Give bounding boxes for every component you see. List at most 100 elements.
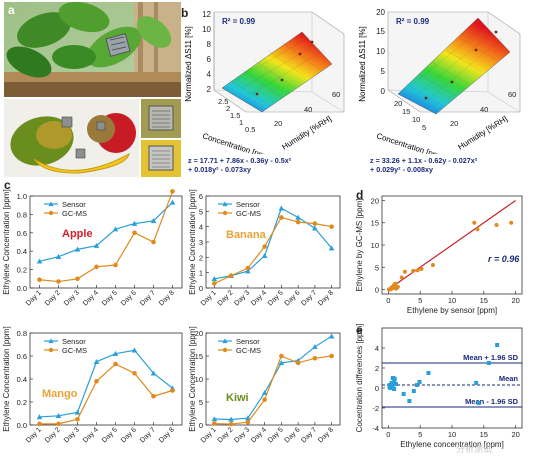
data-point [475, 227, 480, 232]
y-tick-label: 20 [371, 196, 379, 205]
series-line-gc-ms [39, 363, 173, 425]
gcms-marker [228, 421, 234, 427]
x-tick-label: Day 1 [25, 426, 43, 444]
x-axis-label: Concentration [ppm] [201, 131, 272, 154]
sensor-marker [150, 370, 157, 376]
sensor-marker [295, 214, 301, 220]
series-line-gc-ms [214, 216, 332, 284]
x-tick-label: Day 5 [101, 289, 119, 307]
gcms-marker [245, 265, 251, 271]
sensor-marker [261, 390, 268, 396]
x-tick-label: 10 [448, 296, 456, 305]
equation-line: + 0.029y² - 0.008xy [370, 165, 433, 174]
y-tick-label: 6 [199, 192, 203, 201]
gcms-marker [56, 279, 61, 284]
x-tick-label: Day 2 [217, 289, 235, 307]
z-tick: 15 [376, 27, 385, 36]
y-tick-label: 0.4 [17, 247, 27, 256]
x-tick-label: 20 [511, 430, 519, 439]
chart-title: Banana [226, 229, 267, 241]
x-tick-label: Day 3 [63, 426, 81, 444]
x-tick-label: Day 7 [139, 426, 157, 444]
y-tick-label: 5 [375, 263, 379, 272]
data-point [401, 392, 406, 396]
gcms-marker [170, 189, 175, 194]
x-tick: 0.5 [245, 125, 255, 134]
scatter-chart-correlation: 0 5 10 15 20 0 5 10 15 20 Ethylene by sensor [ppm]… [355, 195, 523, 315]
gcms-marker [37, 421, 42, 427]
x-tick-label: Day 2 [44, 426, 62, 444]
gcms-marker [295, 360, 301, 366]
sensor-marker [74, 246, 81, 252]
x-tick: 1 [239, 118, 243, 127]
z-tick: 5 [381, 67, 386, 76]
sensor-marker [222, 338, 228, 344]
x-tick-label: Day 8 [158, 289, 176, 307]
x-axis-label: Ethylene concentration [ppm] [400, 440, 504, 449]
gcms-marker [245, 419, 251, 425]
sensor-marker [48, 338, 54, 344]
gcms-marker [329, 353, 334, 359]
x-tick-label: Day 8 [158, 426, 176, 444]
sensor-marker [245, 268, 251, 274]
x-tick-label: Day 1 [25, 289, 43, 307]
gcms-marker [295, 219, 301, 225]
y-tick-label: 0.8 [17, 210, 27, 219]
gcms-marker [113, 262, 118, 268]
x-tick-label: Day 5 [101, 426, 119, 444]
legend-label: GC-MS [62, 209, 87, 218]
gcms-marker [151, 393, 156, 399]
x-tick-label: Day 3 [233, 426, 251, 444]
y-tick-label: 2 [375, 364, 379, 373]
x-tick: 2 [226, 104, 230, 113]
x-tick-label: 15 [480, 430, 488, 439]
data-point [426, 371, 431, 375]
line-chart-mango: 0.0 0.2 0.4 0.6 0.8 Day 1 Day 2 Day 3 Day 4 Day 5… [2, 326, 183, 444]
y-tick-label: 1 [199, 269, 203, 278]
x-tick: 15 [402, 107, 410, 116]
watermark: 分析测试 [456, 445, 493, 455]
x-axis-label: Ethylene by sensor [ppm] [407, 306, 497, 315]
y-tick-label: 0 [375, 384, 379, 393]
legend-marker [222, 210, 228, 216]
z-tick: 6 [207, 55, 212, 64]
y-tick-label: 3 [199, 238, 203, 247]
y-tick-label: -2 [372, 404, 379, 413]
sensor-marker [211, 416, 218, 422]
sensor-marker [55, 413, 62, 419]
fit-equation-left: z = 17.71 + 7.86x - 0.36y - 0.5x² + 0.01… [188, 156, 291, 174]
sensor-marker [93, 358, 100, 364]
x-tick-label: Day 4 [82, 426, 100, 444]
z-tick: 20 [376, 8, 385, 17]
x-tick-label: 5 [418, 430, 422, 439]
panel-letter-c: c [4, 178, 11, 192]
x-tick-label: Day 7 [139, 289, 157, 307]
data-point [415, 383, 419, 387]
gcms-marker [170, 388, 175, 393]
z-tick: 10 [376, 47, 385, 56]
x-tick-label: Day 8 [317, 426, 335, 444]
data-point [407, 399, 412, 403]
series-line-gc-ms [39, 191, 174, 283]
sensor-marker [131, 347, 138, 353]
y-tick-label: 5 [199, 207, 203, 216]
y-tick-label: 0.2 [17, 398, 27, 407]
gcms-marker [312, 356, 318, 361]
data-point [430, 263, 435, 268]
gcms-marker [262, 397, 267, 402]
y-axis-label: Ethylene Concentration [ppm] [188, 326, 197, 431]
plot-frame [29, 195, 183, 289]
x-tick-label: 5 [418, 296, 422, 305]
y-tick-label: 0.6 [17, 229, 27, 238]
x-tick-label: Day 3 [63, 289, 81, 307]
sensor-marker [74, 409, 81, 415]
legend-label: Sensor [62, 337, 86, 346]
gcms-marker [279, 215, 284, 220]
series-line-sensor [39, 349, 173, 418]
gcms-marker [132, 230, 137, 236]
y-axis-label: Ethylene Concentration [ppm] [188, 189, 197, 294]
y-tick-label: 20 [195, 329, 203, 338]
z-axis-label: Normalized ΔS11 [%] [184, 26, 193, 101]
